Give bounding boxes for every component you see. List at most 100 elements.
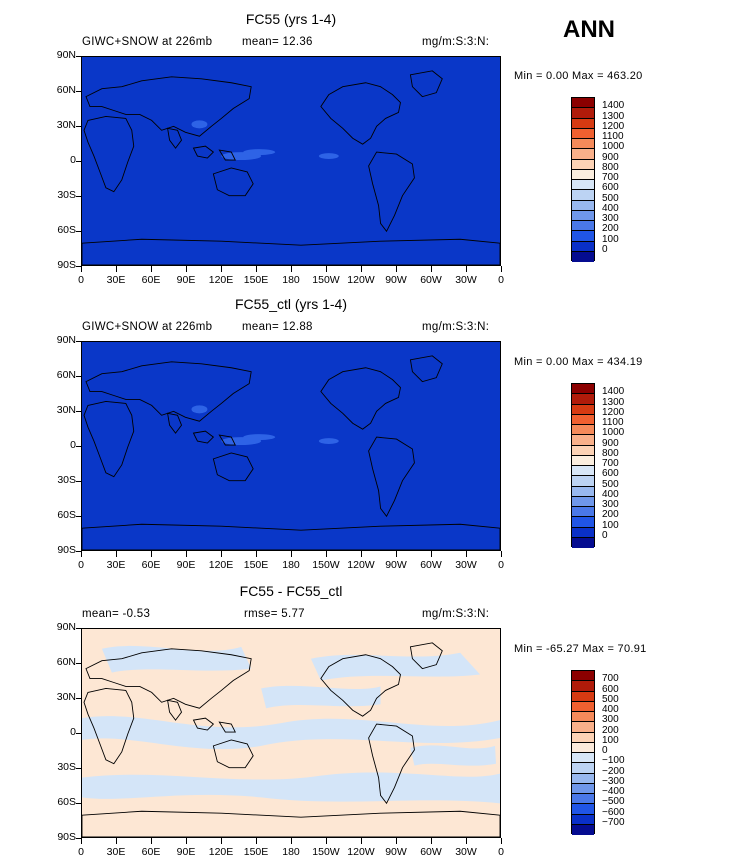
colorbar-swatch [572,753,594,764]
colorbar-label: 500 [602,478,619,490]
colorbar-swatch [572,118,594,129]
lon-tick-mark [151,551,152,557]
colorbar-swatch [572,722,594,733]
lon-tick-label: 60W [420,846,442,858]
lat-tick-label: 90S [57,544,76,556]
lat-tick-label: 90S [57,259,76,271]
lon-tick-mark [326,838,327,844]
panel-units: mg/m:S:3:N: [422,608,490,620]
lon-tick-label: 180 [282,846,300,858]
lon-tick-mark [186,266,187,272]
colorbar-label: 600 [602,182,619,194]
colorbar-swatch [572,455,594,466]
lon-tick-mark [431,266,432,272]
colorbar-label: 500 [602,693,619,705]
colorbar-label: 1400 [602,386,625,398]
lon-tick-label: 30E [106,846,126,858]
field-patch [318,438,339,445]
lon-tick-mark [396,551,397,557]
lon-tick-label: 120W [347,559,375,571]
lat-tick-label: 30N [56,119,76,131]
colorbar-label: 300 [602,499,619,510]
lon-tick-label: 60E [141,559,161,571]
map-canvas [82,57,500,265]
colorbar-swatch [572,814,594,825]
colorbar-swatch [572,149,594,160]
lat-tick-label: 60S [57,509,76,521]
coastline [192,717,215,731]
colorbar-label: 600 [602,683,619,695]
lat-tick-label: 90S [57,831,76,843]
lon-tick-mark [361,838,362,844]
colorbar-swatch [572,210,594,221]
colorbar-swatch [572,794,594,805]
coastline [85,648,252,709]
panel-units: mg/m:S:3:N: [422,321,490,333]
colorbar-swatch [572,241,594,252]
lat-tick-mark [76,481,82,482]
panel-left-stat: GIWC+SNOW at 226mb [82,36,213,48]
colorbar-swatch [572,425,594,436]
lon-tick-label: 120W [347,846,375,858]
colorbar-label: −300 [602,775,625,787]
lon-tick-label: 0 [498,846,504,858]
lon-tick-mark [116,266,117,272]
lat-tick-label: 30S [57,761,76,773]
coastline [218,149,236,161]
lon-tick-label: 90E [176,846,196,858]
lon-tick-label: 30W [455,846,477,858]
colorbar-label: 1400 [602,100,625,112]
panel-units: mg/m:S:3:N: [422,36,490,48]
lon-tick-mark [81,266,82,272]
lon-tick-label: 60W [420,274,442,286]
panel-title: FC55_ctl (yrs 1-4) [234,296,348,312]
colorbar-label: 800 [602,447,619,459]
colorbar-label: 100 [602,233,619,245]
lon-tick-label: 150E [243,274,269,286]
colorbar-swatch [572,773,594,784]
colorbar-swatch [572,169,594,180]
lon-tick-mark [291,838,292,844]
lon-tick-label: 90E [176,559,196,571]
coastline [320,654,401,717]
colorbar-swatch [572,732,594,743]
colorbar-label: 200 [602,509,619,521]
colorbar-swatch [572,517,594,528]
colorbar-swatch [572,108,594,119]
lon-tick-mark [256,266,257,272]
lon-tick-mark [151,838,152,844]
colorbar-swatch [572,537,594,548]
colorbar-label: 300 [602,714,619,726]
lon-tick-label: 0 [78,846,84,858]
map-canvas [82,342,500,550]
lat-tick-label: 0 [70,154,76,166]
coastline [409,355,443,383]
map-canvas [82,629,500,837]
colorbar-swatch [572,701,594,712]
lon-tick-mark [221,551,222,557]
colorbar-label: 700 [602,673,619,685]
colorbar-label: 1300 [602,396,625,408]
lon-tick-mark [291,266,292,272]
colorbar-swatch [572,763,594,774]
lon-tick-mark [326,551,327,557]
lon-tick-label: 60E [141,846,161,858]
map-panel [81,56,501,266]
map-fill [82,57,500,265]
colorbar-swatch [572,180,594,191]
colorbar-swatch [572,824,594,835]
lon-tick-mark [256,838,257,844]
difference-patch [101,645,252,673]
difference-patch [410,745,497,766]
lon-tick-label: 30W [455,274,477,286]
lon-tick-label: 150W [312,559,340,571]
panel-title: FC55 - FC55_ctl [239,583,343,599]
coastline [368,723,415,805]
season-label: ANN [563,16,615,43]
lon-tick-label: 60E [141,274,161,286]
lat-tick-mark [76,56,82,57]
lon-tick-mark [466,266,467,272]
lon-tick-label: 30E [106,559,126,571]
colorbar-label: 1300 [602,110,625,122]
lon-tick-label: 60W [420,559,442,571]
